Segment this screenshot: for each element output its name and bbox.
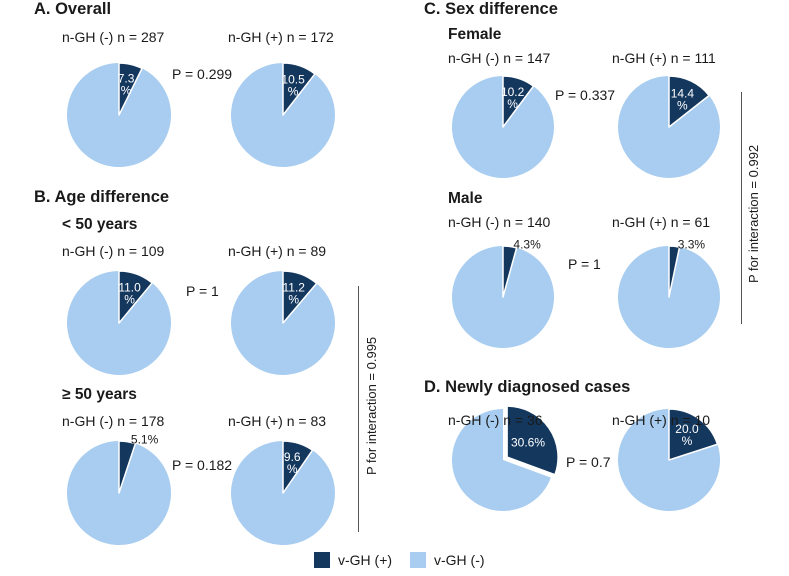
pie-value-label: 14.4% <box>671 86 695 112</box>
subheading-under-50: < 50 years <box>62 216 138 233</box>
p-value-label: P = 0.299 <box>172 66 233 82</box>
p-value-label: P = 0.7 <box>566 454 611 470</box>
pie-group-label: n-GH (-) n = 140 <box>448 214 551 230</box>
pie-value-label: 3.3% <box>678 237 706 251</box>
pie-group-3: 5.1% 9.6% <box>66 433 335 545</box>
legend-swatch-negative <box>410 552 426 568</box>
pie-value-label: 4.3% <box>513 238 541 252</box>
subheading-male: Male <box>448 190 483 207</box>
p-value-label: P = 1 <box>186 283 219 299</box>
pie-group-5: 4.3% 3.3% <box>452 237 721 349</box>
pie-group-label: n-GH (+) n = 10 <box>612 412 711 428</box>
pie-slice-positive <box>118 62 143 116</box>
legend-label-negative: v-GH (-) <box>434 552 485 568</box>
pie-slice-positive <box>668 408 719 461</box>
pie-value-label: 9.6% <box>284 450 301 476</box>
pie-value-label: 10.2% <box>501 85 525 111</box>
pie-group-label: n-GH (-) n = 36 <box>448 412 543 428</box>
legend-label-positive: v-GH (+) <box>338 552 393 568</box>
pie-slice-positive <box>506 405 559 476</box>
p-value-label: P = 1 <box>568 256 601 272</box>
section-a-title: A. Overall <box>34 0 112 18</box>
pie-value-label: 5.1% <box>131 433 159 447</box>
pie-slice-positive <box>118 440 137 494</box>
pie-group-1: 7.3 % 10.5% <box>67 62 335 167</box>
pie-slice-positive <box>668 75 710 128</box>
pie-group-label: n-GH (+) n = 61 <box>612 214 711 230</box>
pie-value-label: 7.3% <box>118 72 135 98</box>
subheading-female: Female <box>448 26 502 43</box>
section-d-title: D. Newly diagnosed cases <box>424 378 631 396</box>
pie-group-label: n-GH (+) n = 111 <box>612 50 716 66</box>
sex-interaction-label: P for interaction = 0.992 <box>746 144 761 283</box>
pie-value-label: 20.0% <box>675 422 699 448</box>
pie-group-label: n-GH (+) n = 172 <box>228 29 334 45</box>
age-interaction-label: P for interaction = 0.995 <box>364 336 379 475</box>
age-interaction-bracket <box>358 286 359 532</box>
pie-group-6: 30.6% 20.0% <box>452 405 721 512</box>
pie-value-label: 11.2% <box>283 281 306 307</box>
subheading-over-50: ≥ 50 years <box>62 386 137 403</box>
legend-item-positive: v-GH (+) <box>314 550 392 570</box>
pie-slice-positive <box>668 245 681 298</box>
pie-slice-positive <box>282 440 314 494</box>
pie-value-label: 11.0% <box>118 281 141 307</box>
pie-group-4: 10.2 % 14.4% <box>452 75 720 179</box>
pie-slice-positive <box>502 245 518 298</box>
legend-swatch-positive <box>314 552 330 568</box>
pie-slice-positive <box>502 75 535 128</box>
legend: v-GH (+) v-GH (-) <box>0 550 789 574</box>
pie-slice-positive <box>118 270 153 324</box>
pie-value-label: 30.6% <box>511 436 545 450</box>
p-value-label: P = 0.182 <box>172 457 233 473</box>
pie-group-label: n-GH (-) n = 147 <box>448 50 551 66</box>
section-c-title: C. Sex difference <box>424 0 558 18</box>
pie-slice-negative <box>452 409 551 512</box>
pie-slice-positive <box>282 62 316 116</box>
pie-group-label: n-GH (-) n = 287 <box>62 29 165 45</box>
pie-group-2: 11.0 % 11.2% <box>66 270 336 376</box>
pie-group-label: n-GH (-) n = 109 <box>62 243 165 259</box>
legend-item-negative: v-GH (-) <box>410 550 485 570</box>
section-b-title: B. Age difference <box>34 188 170 206</box>
pie-group-label: n-GH (-) n = 178 <box>62 413 165 429</box>
pie-value-label: 10.5% <box>281 72 305 98</box>
sex-interaction-bracket <box>741 92 742 324</box>
p-value-label: P = 0.337 <box>555 87 616 103</box>
pie-group-label: n-GH (+) n = 83 <box>228 413 327 429</box>
pie-slice-positive <box>282 270 318 324</box>
pie-group-label: n-GH (+) n = 89 <box>228 243 327 259</box>
